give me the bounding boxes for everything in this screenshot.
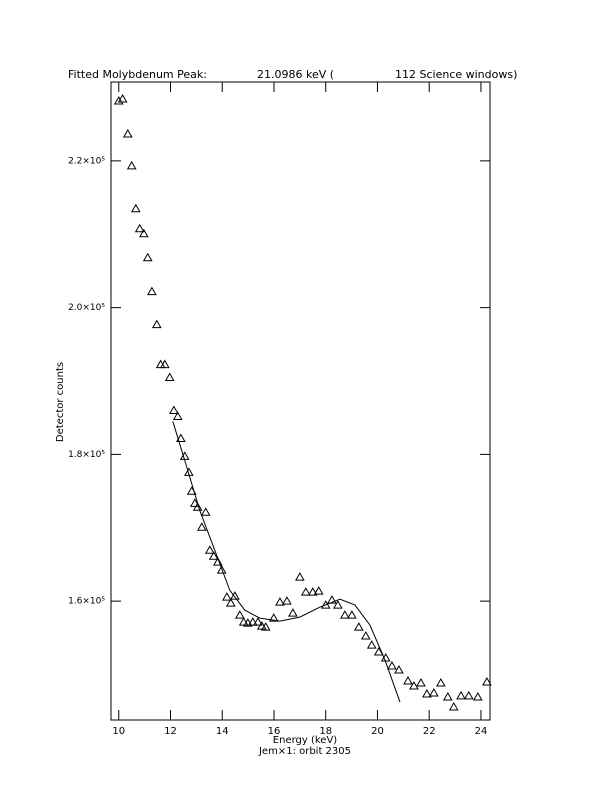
data-point — [175, 433, 186, 442]
data-point — [113, 95, 124, 105]
data-point — [192, 502, 203, 511]
data-point — [222, 592, 232, 601]
data-point — [403, 675, 413, 685]
data-point — [169, 405, 179, 415]
y-tick-label: 1.6×10⁵ — [68, 597, 105, 607]
data-point — [216, 565, 227, 574]
data-point — [288, 608, 298, 617]
data-point — [366, 640, 377, 649]
data-point — [428, 687, 439, 697]
data-point — [122, 128, 133, 138]
data-point — [164, 372, 175, 382]
x-axis-label: Energy (keV) — [273, 735, 338, 746]
data-point — [373, 647, 384, 656]
data-point — [208, 551, 219, 560]
data-point — [234, 610, 245, 619]
data-point — [442, 691, 453, 701]
x-tick-label: 22 — [423, 726, 436, 737]
data-point — [134, 223, 145, 233]
x-tick-label: 14 — [216, 726, 229, 737]
data-point — [282, 596, 292, 605]
data-point — [409, 680, 419, 690]
data-point — [247, 617, 258, 626]
y-axis-label: Detector counts — [55, 362, 66, 442]
x-tick-label: 18 — [319, 726, 332, 737]
data-point — [117, 94, 128, 103]
data-point — [300, 587, 311, 596]
data-point — [126, 160, 137, 170]
data-point — [138, 228, 149, 238]
data-point — [320, 600, 331, 609]
data-point — [212, 557, 223, 566]
y-tick-label: 2.0×10⁵ — [68, 303, 105, 313]
data-point — [204, 545, 215, 554]
x-tick-label: 20 — [371, 726, 384, 737]
data-point — [313, 586, 324, 595]
data-point — [151, 319, 162, 329]
data-point — [230, 591, 240, 600]
data-point — [353, 622, 364, 631]
data-point — [130, 203, 141, 213]
title-part: Fitted Molybdenum Peak: — [68, 68, 207, 81]
x-tick-label: 12 — [164, 726, 177, 737]
data-point — [260, 622, 271, 631]
data-point — [448, 701, 459, 711]
data-point — [463, 690, 474, 700]
plot-frame — [110, 81, 491, 721]
data-point — [482, 676, 492, 686]
data-point — [346, 610, 357, 619]
data-point — [147, 286, 157, 296]
data-point — [238, 617, 249, 626]
data-point — [253, 617, 263, 626]
data-point — [422, 688, 432, 698]
data-point — [142, 252, 153, 262]
data-point — [275, 597, 285, 606]
data-point — [340, 610, 350, 619]
data-point — [225, 598, 236, 607]
footer: Jem×1: orbit 2305 — [258, 746, 351, 757]
data-point — [189, 498, 200, 507]
data-point — [327, 595, 337, 604]
x-tick-label: 24 — [475, 726, 488, 737]
data-point — [307, 587, 318, 596]
fit-line — [172, 421, 401, 703]
data-point — [456, 690, 466, 700]
y-tick-label: 2.2×10⁵ — [68, 156, 105, 166]
data-point — [294, 572, 305, 581]
data-point — [416, 678, 426, 687]
y-tick-label: 1.8×10⁵ — [68, 450, 105, 460]
data-point — [159, 359, 170, 369]
data-point — [200, 507, 211, 516]
data-point — [196, 522, 207, 531]
data-point — [333, 600, 343, 609]
data-point — [435, 678, 446, 687]
data-point — [387, 660, 397, 670]
title-part: 21.0986 keV ( — [257, 68, 334, 81]
data-point — [360, 631, 371, 640]
data-point — [172, 411, 183, 420]
x-tick-label: 16 — [268, 726, 281, 737]
data-point — [394, 665, 404, 674]
data-point — [472, 691, 483, 701]
data-point — [268, 613, 279, 622]
title-part: 112 Science windows) — [395, 68, 517, 81]
x-tick-label: 10 — [112, 726, 125, 737]
